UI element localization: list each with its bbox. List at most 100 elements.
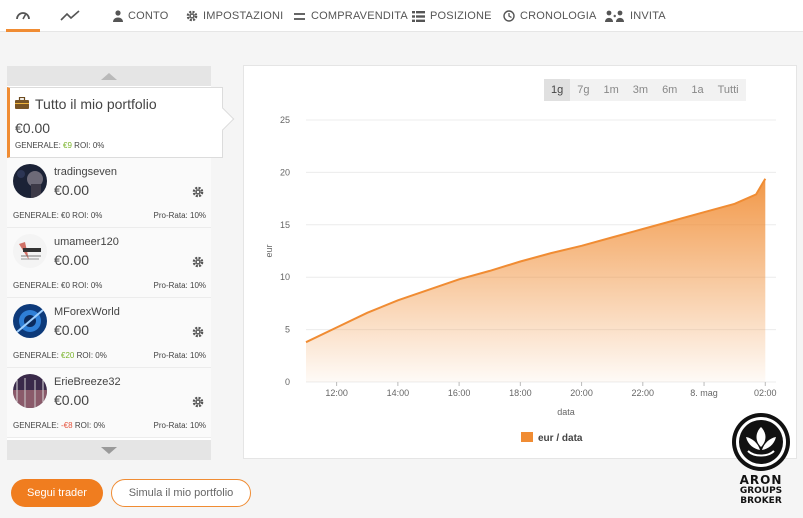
nav-invita[interactable]: INVITA — [605, 0, 666, 32]
briefcase-icon — [15, 96, 29, 112]
nav-label: INVITA — [630, 10, 666, 22]
follow-trader-button[interactable]: Segui trader — [11, 479, 103, 507]
prorata-value: Pro-Rata: 10% — [153, 351, 206, 360]
nav-conto[interactable]: CONTO — [113, 0, 169, 32]
generale-label: GENERALE: — [13, 211, 59, 220]
roi-value: ROI: 0% — [76, 351, 107, 360]
avatar — [13, 234, 47, 268]
portfolio-card[interactable]: Tutto il mio portfolio €0.00 GENERALE: €… — [7, 87, 235, 158]
logo-line-3: BROKER — [740, 496, 782, 506]
x-tick-label: 12:00 — [325, 388, 348, 398]
gear-icon[interactable] — [192, 325, 204, 343]
trader-item[interactable]: MForexWorld €0.00 GENERALE: €20 ROI: 0% … — [7, 298, 211, 368]
gear-icon[interactable] — [192, 185, 204, 203]
trader-value: €0.00 — [54, 322, 90, 338]
simulate-portfolio-button[interactable]: Simula il mio portfolio — [111, 479, 251, 507]
chevron-up-icon — [101, 72, 117, 80]
range-button-1m[interactable]: 1m — [603, 84, 619, 96]
card-pointer — [211, 107, 235, 131]
series-line — [305, 178, 767, 344]
generale-label: GENERALE: — [13, 281, 59, 290]
nav-label: CONTO — [128, 10, 169, 22]
trader-name: MForexWorld — [54, 306, 120, 318]
nav-impostazioni[interactable]: IMPOSTAZIONI — [186, 0, 283, 32]
trader-item[interactable]: tradingseven €0.00 GENERALE: €0 ROI: 0% … — [7, 158, 211, 228]
x-tick-label: 14:00 — [387, 388, 410, 398]
nav-label: COMPRAVENDITA — [311, 10, 408, 22]
list-icon — [412, 10, 425, 22]
trader-sidebar: Tutto il mio portfolio €0.00 GENERALE: €… — [7, 66, 235, 460]
prorata-value: Pro-Rata: 10% — [153, 211, 206, 220]
gear-icon[interactable] — [192, 395, 204, 413]
nav-label: IMPOSTAZIONI — [203, 10, 284, 22]
y-axis-label: eur — [264, 244, 274, 257]
y-tick-label: 5 — [285, 325, 290, 335]
generale-value: €9 — [63, 141, 72, 150]
top-nav: CONTO IMPOSTAZIONI COMPRAVENDITA POSIZIO… — [0, 0, 803, 32]
nav-dashboard[interactable] — [6, 0, 40, 32]
trader-name: ErieBreeze32 — [54, 376, 121, 388]
trader-stats: GENERALE: €0 ROI: 0% — [13, 211, 102, 220]
chevron-down-icon — [101, 446, 117, 454]
scroll-up-button[interactable] — [7, 66, 211, 86]
clock-icon — [503, 10, 515, 22]
portfolio-stats: GENERALE: €9 ROI: 0% — [15, 141, 104, 150]
y-tick-label: 20 — [280, 167, 290, 177]
roi-value: ROI: 0% — [72, 281, 103, 290]
dashboard-icon — [16, 10, 30, 20]
generale-label: GENERALE: — [15, 141, 61, 150]
portfolio-title: Tutto il mio portfolio — [15, 96, 157, 112]
logo-line-2: GROUPS — [739, 486, 783, 496]
range-selector: 1g 7g 1m 3m 6m 1a Tutti — [544, 79, 746, 101]
roi-value: ROI: 0% — [72, 211, 103, 220]
range-button-6m[interactable]: 6m — [662, 84, 678, 96]
gear-icon[interactable] — [192, 255, 204, 273]
avatar — [13, 164, 47, 198]
avatar — [13, 304, 47, 338]
legend-label: eur / data — [538, 433, 583, 444]
trader-value: €0.00 — [54, 392, 90, 408]
y-tick-label: 0 — [285, 377, 290, 387]
broker-logo: ARON GROUPS BROKER — [728, 411, 794, 507]
logo-emblem-icon — [732, 413, 790, 471]
user-icon — [113, 10, 123, 22]
trader-value: €0.00 — [54, 252, 90, 268]
trader-item[interactable]: umameer120 €0.00 GENERALE: €0 ROI: 0% Pr… — [7, 228, 211, 298]
logo-line-1: ARON — [739, 473, 783, 487]
x-tick-label: 18:00 — [509, 388, 532, 398]
range-button-tutti[interactable]: Tutti — [717, 84, 739, 96]
range-button-7g[interactable]: 7g — [577, 84, 590, 96]
scroll-down-button[interactable] — [7, 440, 211, 460]
y-tick-label: 15 — [280, 220, 290, 230]
trader-stats: GENERALE: €20 ROI: 0% — [13, 351, 107, 360]
chart-line-icon — [60, 10, 80, 22]
y-tick-label: 10 — [280, 272, 290, 282]
nav-cronologia[interactable]: CRONOLOGIA — [503, 0, 597, 32]
range-button-1a[interactable]: 1a — [691, 84, 704, 96]
nav-posizione[interactable]: POSIZIONE — [412, 0, 492, 32]
portfolio-title-text: Tutto il mio portfolio — [35, 96, 157, 112]
trader-name: umameer120 — [54, 236, 119, 248]
generale-value: €0 — [61, 211, 70, 220]
nav-performance[interactable] — [58, 0, 82, 32]
trader-stats: GENERALE: €0 ROI: 0% — [13, 281, 102, 290]
prorata-value: Pro-Rata: 10% — [153, 281, 206, 290]
trader-value: €0.00 — [54, 182, 90, 198]
generale-label: GENERALE: — [13, 351, 59, 360]
nav-compravendita[interactable]: COMPRAVENDITA — [293, 0, 408, 32]
nav-label: POSIZIONE — [430, 10, 492, 22]
range-button-1g[interactable]: 1g — [544, 79, 571, 101]
trader-item[interactable]: ErieBreeze32 €0.00 GENERALE: -€8 ROI: 0%… — [7, 368, 211, 438]
generale-label: GENERALE: — [13, 421, 59, 430]
x-tick-label: 16:00 — [448, 388, 471, 398]
portfolio-value: €0.00 — [15, 120, 51, 136]
generale-value: €20 — [61, 351, 75, 360]
roi-value: ROI: 0% — [74, 141, 105, 150]
trader-stats: GENERALE: -€8 ROI: 0% — [13, 421, 105, 430]
x-tick-label: 02:00 — [754, 388, 777, 398]
prorata-value: Pro-Rata: 10% — [153, 421, 206, 430]
range-button-3m[interactable]: 3m — [632, 84, 649, 96]
x-tick-label: 8. mag — [690, 388, 718, 398]
generale-value: -€8 — [61, 421, 73, 430]
series-area — [306, 178, 766, 382]
